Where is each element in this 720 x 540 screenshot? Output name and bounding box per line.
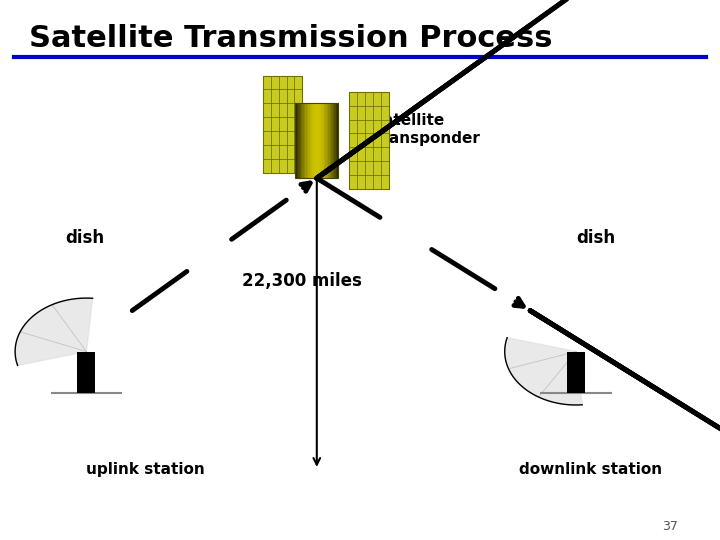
Bar xyxy=(333,103,335,178)
Bar xyxy=(349,92,389,189)
Bar xyxy=(328,103,330,178)
Bar xyxy=(330,103,332,178)
Bar xyxy=(314,103,316,178)
Bar xyxy=(317,103,319,178)
Bar xyxy=(334,103,336,178)
Bar xyxy=(324,103,326,178)
Bar xyxy=(304,103,306,178)
Bar xyxy=(311,103,313,178)
Bar xyxy=(302,103,305,178)
Text: 22,300 miles: 22,300 miles xyxy=(243,272,362,290)
Bar xyxy=(315,103,318,178)
Bar xyxy=(325,103,328,178)
Bar xyxy=(308,103,310,178)
Bar xyxy=(297,103,299,178)
Text: Satellite Transmission Process: Satellite Transmission Process xyxy=(29,24,552,53)
Bar xyxy=(298,103,300,178)
Bar xyxy=(567,352,585,393)
Polygon shape xyxy=(15,298,93,366)
Bar xyxy=(312,103,315,178)
Bar xyxy=(310,103,312,178)
Text: uplink station: uplink station xyxy=(86,462,205,477)
Bar xyxy=(295,103,338,178)
Bar xyxy=(320,103,322,178)
Bar xyxy=(327,103,329,178)
Bar xyxy=(300,103,302,178)
Bar xyxy=(295,103,297,178)
Text: satellite
transponder: satellite transponder xyxy=(374,113,480,146)
Text: dish: dish xyxy=(576,228,615,247)
Bar xyxy=(336,103,338,178)
Bar xyxy=(321,103,323,178)
Text: dish: dish xyxy=(65,228,104,247)
Bar xyxy=(307,103,309,178)
Bar xyxy=(263,76,302,173)
Text: downlink station: downlink station xyxy=(519,462,662,477)
Bar xyxy=(337,103,339,178)
Bar xyxy=(78,352,95,393)
Text: 37: 37 xyxy=(662,520,678,533)
Bar xyxy=(301,103,303,178)
Bar xyxy=(323,103,325,178)
Bar xyxy=(318,103,320,178)
Bar xyxy=(305,103,307,178)
Polygon shape xyxy=(505,338,582,405)
Bar xyxy=(331,103,333,178)
